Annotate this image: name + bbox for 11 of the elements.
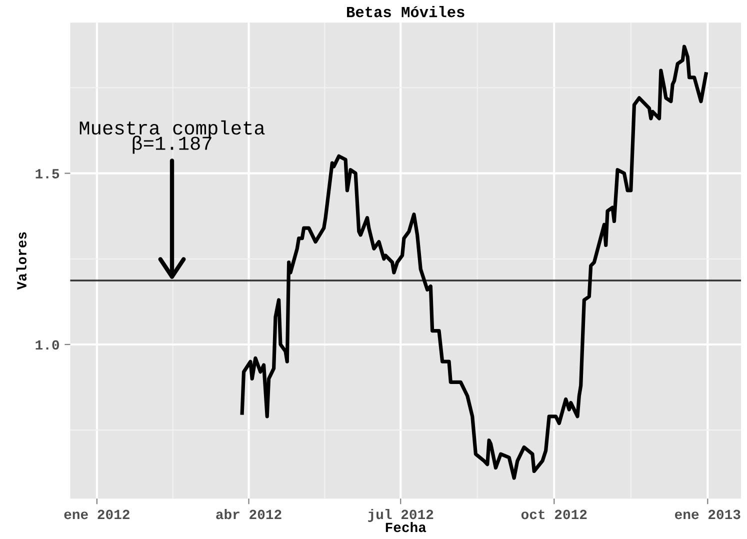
x-tick-label: ene 2012	[64, 510, 130, 520]
y-tick-label: 1.0	[36, 340, 59, 350]
y-tick-label: 1.5	[36, 169, 60, 178]
chart-title: Betas Móviles	[347, 6, 464, 18]
x-tick-label: abr 2012	[216, 508, 282, 520]
x-tick-label: ene 2013	[674, 510, 740, 520]
x-tick-label: oct 2012	[521, 510, 587, 520]
x-tick-label: jul 2012	[368, 508, 434, 522]
annotation: Muestra completa β=1.187	[80, 120, 265, 154]
y-axis-title: Valores	[16, 232, 26, 290]
x-axis-title: Fecha	[386, 522, 426, 532]
